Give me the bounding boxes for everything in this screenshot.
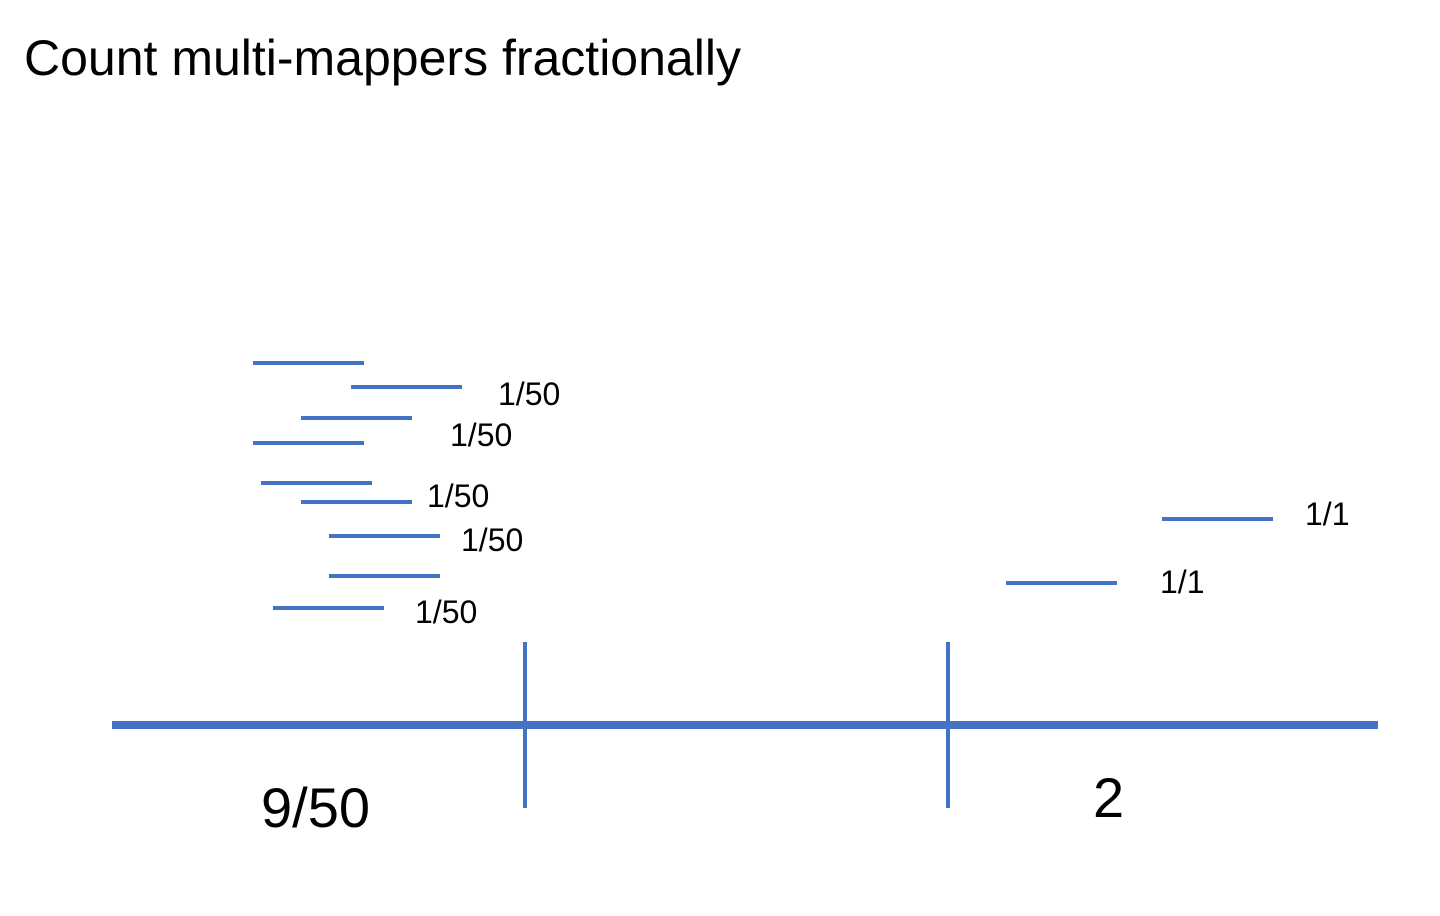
read-weight-label: 1/50 [450,417,512,453]
read-weight-label: 1/1 [1160,564,1204,600]
read-weight-label: 1/50 [427,478,489,514]
read-weight-label: 1/50 [415,594,477,630]
slide-title: Count multi-mappers fractionally [24,30,741,86]
read-weight-label: 1/50 [461,522,523,558]
read-weight-label: 1/50 [498,376,560,412]
feature-count-label-right: 2 [1093,766,1124,829]
read-weight-label: 1/1 [1305,496,1349,532]
feature-count-label-left: 9/50 [261,776,370,839]
